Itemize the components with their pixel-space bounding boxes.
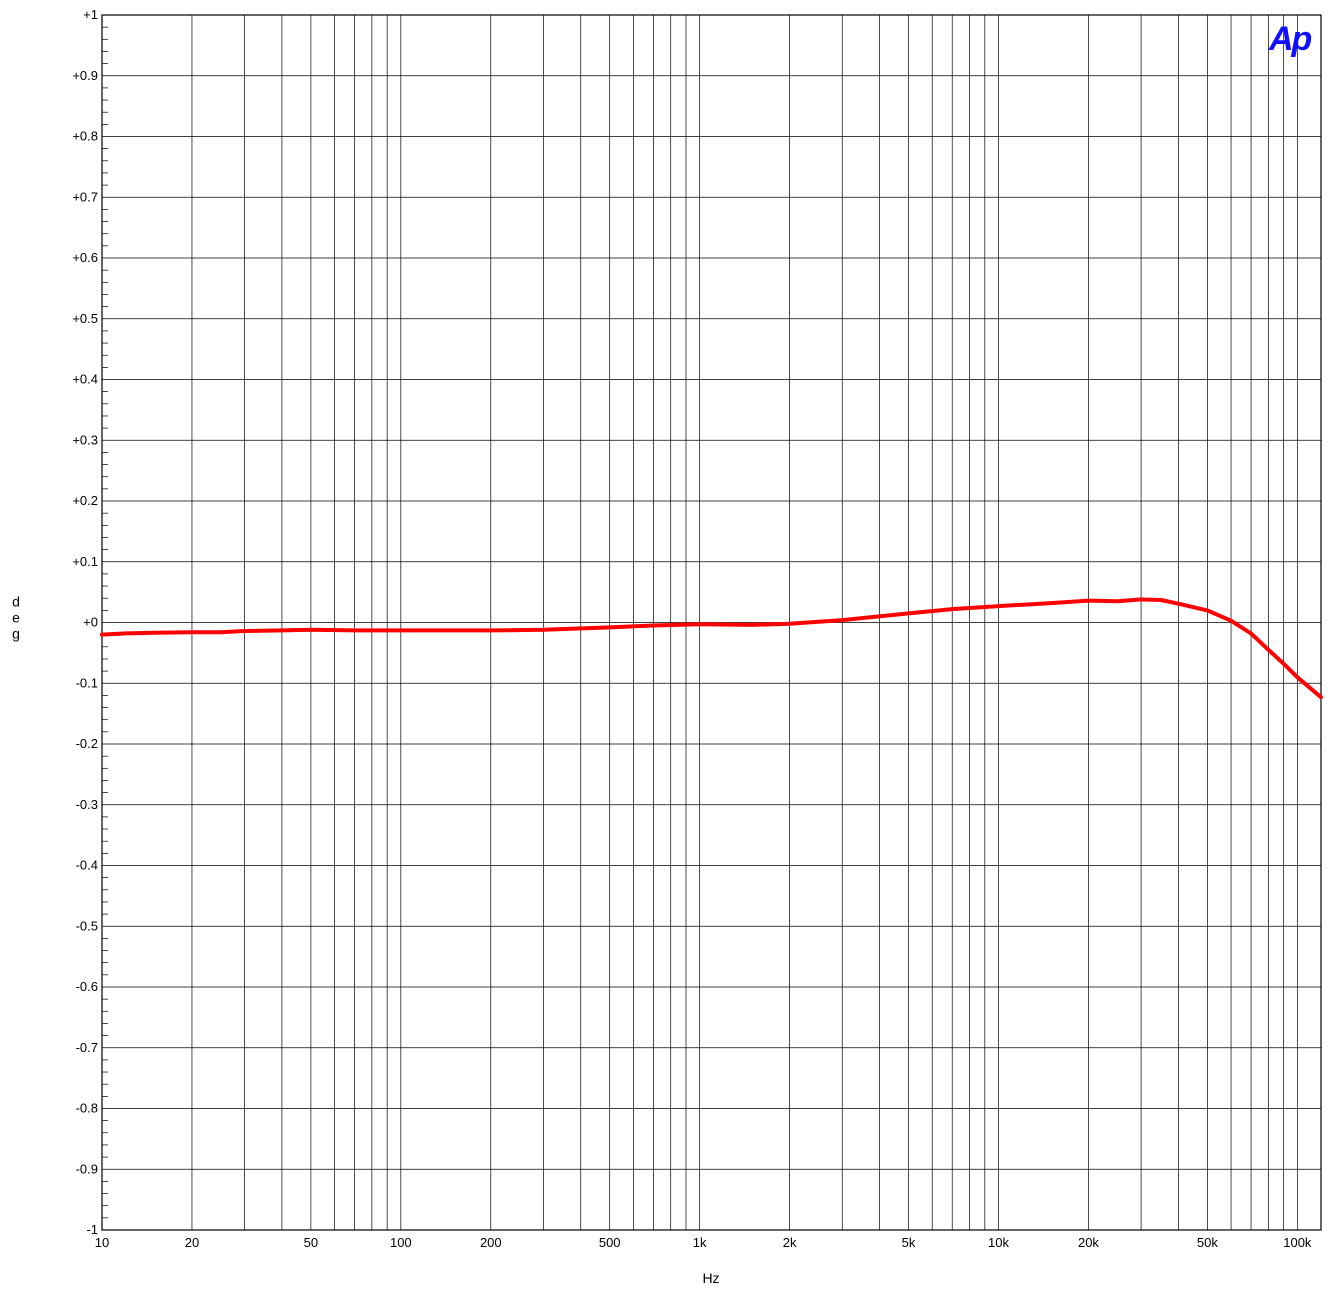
x-tick-label: 50k: [1197, 1235, 1218, 1250]
y-tick-label: -0.3: [76, 797, 98, 812]
y-tick-label: -0.5: [76, 918, 98, 933]
x-tick-label: 10k: [988, 1235, 1009, 1250]
y-tick-label: -0.8: [76, 1101, 98, 1116]
x-tick-label: 500: [599, 1235, 621, 1250]
x-tick-label: 2k: [783, 1235, 797, 1250]
x-tick-label: 20k: [1078, 1235, 1099, 1250]
x-tick-label: 5k: [902, 1235, 916, 1250]
y-tick-label: +0.9: [72, 68, 98, 83]
y-tick-label: -0.9: [76, 1161, 98, 1176]
y-tick-label: -0.2: [76, 736, 98, 751]
y-tick-label: +0.6: [72, 250, 98, 265]
y-tick-labels: +1 +0.9 +0.8 +0.7 +0.6 +0.5 +0.4 +0.3 +0.2 +0.1 +0…: [72, 7, 98, 1237]
x-tick-label: 1k: [693, 1235, 707, 1250]
y-tick-label: +0.2: [72, 493, 98, 508]
y-tick-label: -0.1: [76, 675, 98, 690]
x-tick-label: 10: [95, 1235, 109, 1250]
x-tick-label: 200: [480, 1235, 502, 1250]
y-tick-label: +0.7: [72, 189, 98, 204]
y-tick-label: +0: [83, 615, 98, 630]
y-tick-label: -0.7: [76, 1040, 98, 1055]
series-layer: [100, 597, 1323, 700]
y-tick-label: +0.1: [72, 554, 98, 569]
y-tick-label: +0.3: [72, 432, 98, 447]
x-axis-title: Hz: [702, 1270, 719, 1286]
x-tick-label: 100k: [1283, 1235, 1312, 1250]
y-tick-label: -0.6: [76, 979, 98, 994]
y-tick-label: +1: [83, 7, 98, 22]
y-tick-label: +0.5: [72, 311, 98, 326]
x-tick-labels: 10 20 50 100 200 500 1k 2k 5k 10k 20k 50k 100k: [95, 1235, 1312, 1250]
x-tick-label: 100: [390, 1235, 412, 1250]
plot-frame: [101, 14, 1322, 1231]
series-line: [100, 597, 1323, 700]
y-tick-label: +0.4: [72, 372, 98, 387]
x-tick-label: 50: [304, 1235, 318, 1250]
grid-major-lines: [102, 75, 1321, 1170]
y-tick-label: -0.4: [76, 858, 98, 873]
y-tick-label: +0.8: [72, 129, 98, 144]
y-tick-label: -1: [86, 1222, 98, 1237]
x-tick-label: 20: [185, 1235, 199, 1250]
ap-logo: Ap: [1268, 20, 1312, 58]
